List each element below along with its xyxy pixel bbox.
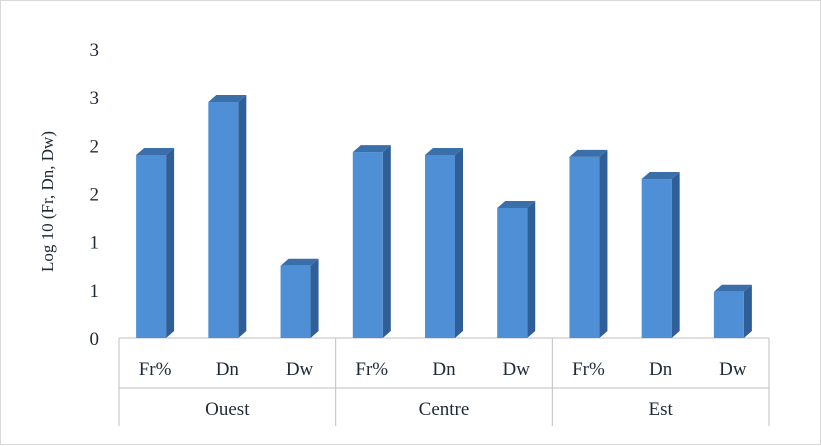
bar-side [166,147,175,338]
bar-top [280,258,319,266]
y-axis-label: Log 10 (Fr, Dn, Dw) [38,131,57,272]
bar-side [382,145,391,338]
bar [352,152,383,338]
bar-side [671,172,680,338]
bar-top [641,172,680,180]
x-category-label: Dn [216,359,240,380]
x-category-label: Fr% [572,359,605,380]
y-tick-label: 3 [90,40,100,61]
x-group-label: Centre [419,399,470,420]
bar-side [310,258,319,338]
x-category-label: Dn [432,359,456,380]
bar-top [569,149,608,157]
y-tick-label: 3 [90,88,100,109]
bar [425,154,455,338]
bar-side [527,200,536,338]
bar-side [455,147,463,338]
y-tick-label: 1 [90,233,100,254]
bar [713,291,744,338]
bar [280,265,311,338]
x-category-label: Fr% [355,359,388,380]
x-category-label: Dw [286,359,314,380]
bar-top [352,145,391,153]
bar [208,101,239,338]
x-category-label: Dw [502,359,530,380]
bar [136,154,167,338]
y-tick-label: 2 [90,136,100,157]
y-tick-label: 2 [90,185,100,206]
x-group-label: Ouest [205,399,250,420]
x-group-label: Est [649,399,674,420]
bar-top [136,147,175,155]
bar-top [425,147,463,155]
bar [641,179,672,338]
x-category-label: Dn [649,359,673,380]
bar-top [713,284,752,292]
y-tick-label: 1 [90,281,100,302]
x-category-label: Fr% [139,359,172,380]
bar-side [238,94,247,338]
bar [497,207,528,338]
bar-top [497,200,536,208]
bar-side [599,149,608,338]
bar [569,156,600,338]
bar-side [743,284,752,338]
x-category-label: Dw [719,359,747,380]
bar-top [208,94,247,102]
y-tick-label: 0 [90,329,100,350]
